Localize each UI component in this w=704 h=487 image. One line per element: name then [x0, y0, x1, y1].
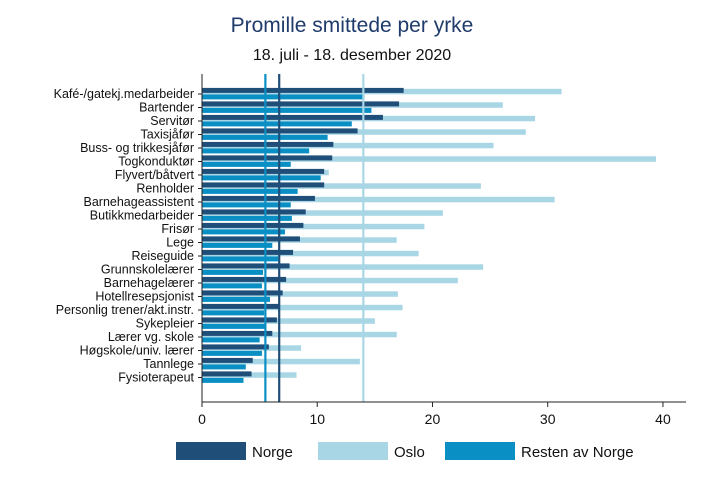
category-label: Fysioterapeut — [118, 371, 194, 385]
category-label: Servitør — [150, 114, 194, 128]
bar-resten-av-norge — [202, 296, 270, 302]
category-label: Sykepleier — [136, 317, 194, 331]
category-label: Bartender — [139, 101, 194, 115]
bar-resten-av-norge — [202, 107, 372, 113]
bar-resten-av-norge — [202, 310, 265, 316]
bar-resten-av-norge — [202, 229, 285, 235]
bar-oslo — [202, 358, 360, 365]
bar-resten-av-norge — [202, 121, 352, 127]
x-tick-label: 20 — [425, 411, 441, 427]
category-label: Lege — [166, 236, 194, 250]
bar-norge — [202, 303, 280, 309]
chart-subtitle: 18. juli - 18. desember 2020 — [252, 47, 452, 64]
category-label: Taxisjåfør — [141, 128, 194, 142]
bar-oslo — [202, 210, 443, 216]
bar-resten-av-norge — [202, 148, 310, 154]
bar-norge — [202, 168, 325, 174]
bar-norge — [202, 114, 383, 120]
category-label: Renholder — [136, 182, 194, 196]
bar-oslo — [202, 196, 555, 203]
bar-norge — [202, 141, 334, 147]
bar-resten-av-norge — [202, 175, 321, 181]
bar-norge — [202, 195, 315, 201]
bar-resten-av-norge — [202, 161, 291, 167]
bar-norge — [202, 263, 290, 269]
x-tick-label: 0 — [198, 411, 206, 427]
bar-resten-av-norge — [202, 242, 273, 248]
legend-swatch — [176, 442, 246, 460]
bar-resten-av-norge — [202, 350, 262, 356]
legend-swatch — [445, 442, 515, 460]
bar-oslo — [202, 304, 403, 311]
category-label: Barnehageassistent — [84, 195, 195, 209]
axes-layer: Kafé-/gatekj.medarbeiderBartenderServitø… — [54, 74, 686, 427]
bar-norge — [202, 330, 273, 336]
bar-resten-av-norge — [202, 377, 244, 383]
category-label: Barnehagelærer — [104, 276, 194, 290]
bar-resten-av-norge — [202, 364, 246, 370]
x-tick-label: 10 — [309, 411, 325, 427]
category-label: Hotellresepsjonist — [95, 290, 194, 304]
bar-norge — [202, 290, 283, 296]
category-label: Butikkmedarbeider — [90, 209, 194, 223]
bar-resten-av-norge — [202, 215, 292, 221]
bar-norge — [202, 317, 277, 323]
bar-oslo — [202, 291, 398, 297]
category-label: Togkonduktør — [118, 155, 194, 169]
bar-oslo — [202, 156, 657, 162]
category-label: Personlig trener/akt.instr. — [56, 303, 194, 317]
bar-norge — [202, 236, 300, 242]
chart-title: Promille smittede per yrke — [230, 14, 474, 37]
bar-norge — [202, 344, 269, 350]
category-label: Grunnskolelærer — [101, 263, 194, 277]
bars-layer — [202, 87, 657, 383]
bar-norge — [202, 101, 400, 107]
bar-oslo — [202, 223, 425, 230]
category-label: Tannlege — [143, 357, 194, 371]
category-label: Buss- og trikkesjåfør — [80, 141, 194, 155]
bar-resten-av-norge — [202, 269, 264, 275]
category-label: Kafé-/gatekj.medarbeider — [54, 87, 194, 101]
category-label: Frisør — [161, 222, 194, 236]
bar-oslo — [202, 250, 419, 257]
bar-oslo — [202, 277, 458, 284]
x-tick-label: 30 — [540, 411, 556, 427]
bar-norge — [202, 276, 287, 282]
bar-norge — [202, 357, 253, 363]
bar-norge — [202, 87, 404, 93]
bar-oslo — [202, 318, 375, 324]
bar-oslo — [202, 264, 484, 270]
bar-norge — [202, 209, 306, 215]
bar-norge — [202, 222, 304, 228]
bar-resten-av-norge — [202, 188, 298, 194]
bar-oslo — [202, 183, 481, 189]
bar-resten-av-norge — [202, 94, 365, 100]
bar-oslo — [202, 142, 494, 149]
legend-label: Norge — [252, 444, 293, 461]
category-label: Flyvert/båtvert — [115, 168, 195, 182]
x-tick-label: 40 — [655, 411, 671, 427]
legend-swatch — [318, 442, 388, 460]
bar-resten-av-norge — [202, 202, 291, 208]
legend-label: Resten av Norge — [521, 444, 634, 461]
category-label: Høgskole/univ. lærer — [80, 344, 194, 358]
bar-oslo — [202, 331, 397, 338]
bar-resten-av-norge — [202, 283, 262, 289]
bar-norge — [202, 155, 333, 161]
bar-resten-av-norge — [202, 337, 260, 343]
category-label: Lærer vg. skole — [108, 330, 194, 344]
bar-resten-av-norge — [202, 323, 266, 329]
reference-lines-layer — [264, 74, 365, 402]
bar-norge — [202, 182, 325, 188]
bar-norge — [202, 371, 252, 377]
bar-norge — [202, 249, 294, 255]
legend-label: Oslo — [394, 444, 425, 461]
category-label: Reiseguide — [131, 249, 194, 263]
bar-resten-av-norge — [202, 256, 279, 262]
legend: Norge Oslo Resten av Norge — [176, 442, 634, 461]
